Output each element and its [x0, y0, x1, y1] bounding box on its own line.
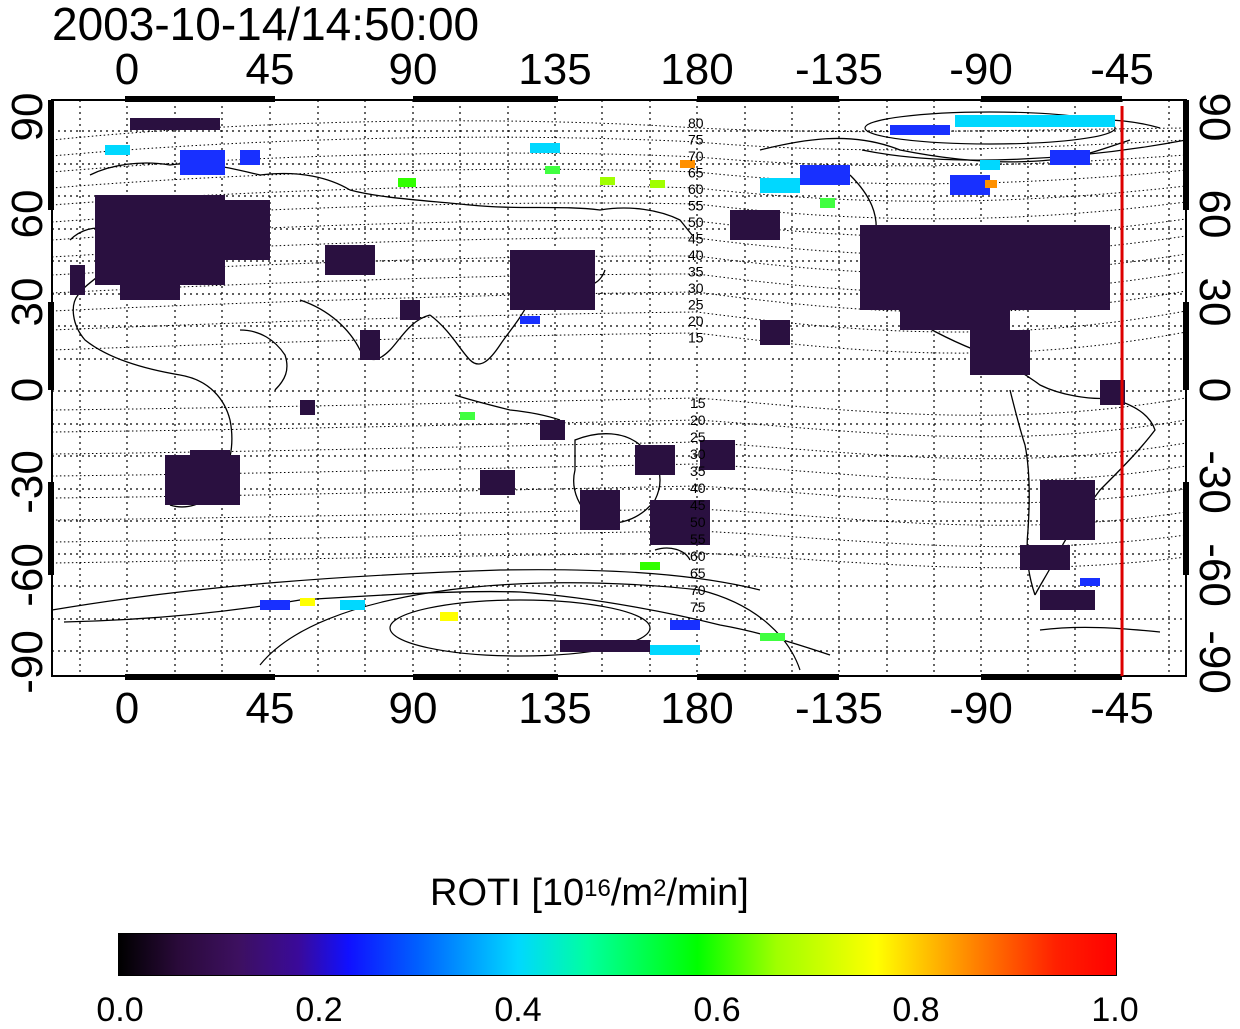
contour-label: 30 — [688, 280, 704, 296]
contour-label: 50 — [690, 514, 706, 530]
contour-label: 70 — [688, 148, 704, 164]
bottom-lon-tick: -135 — [794, 684, 884, 733]
contour-label: 15 — [690, 395, 706, 411]
contour-label: 15 — [688, 330, 704, 346]
bottom-lon-tick: -90 — [949, 684, 1013, 733]
map-frame — [51, 99, 1187, 677]
roti-medium-cells — [180, 125, 1100, 630]
contour-label: 30 — [690, 446, 706, 462]
bottom-lon-tick: 180 — [660, 684, 734, 733]
top-lon-tick: 90 — [388, 45, 438, 94]
contour-label: 20 — [690, 412, 706, 428]
top-lon-tick: 45 — [245, 45, 295, 94]
colorbar-tick: 0.2 — [295, 991, 343, 1029]
top-lon-tick: -90 — [949, 45, 1013, 94]
colorbar-tick: 0.4 — [494, 991, 542, 1029]
top-lon-tick: 135 — [518, 45, 592, 94]
contour-label: 60 — [690, 548, 706, 564]
contour-label: 20 — [688, 313, 704, 329]
contour-label: 25 — [690, 429, 706, 445]
timestamp-title: 2003-10-14/14:50:00 — [52, 0, 480, 50]
roti-very-high-cells — [300, 160, 997, 641]
contour-label: 65 — [690, 565, 706, 581]
contour-label: 45 — [690, 497, 706, 513]
auroral-contours — [51, 111, 1187, 671]
contour-label: 35 — [690, 463, 706, 479]
contour-label: 75 — [690, 599, 706, 615]
colorbar-tick: 0.6 — [693, 991, 741, 1029]
top-lon-tick: 0 — [114, 45, 140, 94]
colorbar-tick: 0.0 — [96, 991, 144, 1029]
roti-low-cells — [70, 118, 1125, 652]
contour-label: 55 — [688, 198, 704, 214]
bottom-lon-tick: 135 — [518, 684, 592, 733]
colorbar — [118, 933, 1117, 976]
roti-high-cells — [105, 115, 1115, 655]
contour-label: 60 — [688, 181, 704, 197]
contour-label: 55 — [690, 531, 706, 547]
contour-label: 75 — [688, 132, 704, 148]
contour-label: 65 — [688, 165, 704, 181]
contour-label: 45 — [688, 231, 704, 247]
contour-label: 80 — [688, 115, 704, 131]
frame-ticks — [48, 96, 1189, 680]
bottom-lon-tick: -45 — [1090, 684, 1154, 733]
colorbar-tick: 1.0 — [1091, 991, 1139, 1029]
bottom-lon-tick: 45 — [245, 684, 295, 733]
top-lon-tick: -135 — [794, 45, 884, 94]
contour-label: 25 — [688, 297, 704, 313]
contour-label: 50 — [688, 214, 704, 230]
colorbar-title: ROTI [1016/m2/min] — [430, 872, 749, 914]
contour-label: 40 — [690, 480, 706, 496]
colorbar-tick: 0.8 — [892, 991, 940, 1029]
bottom-lon-tick: 0 — [114, 684, 140, 733]
top-lon-tick: 180 — [660, 45, 734, 94]
contour-label: 70 — [690, 582, 706, 598]
contour-label: 35 — [688, 264, 704, 280]
top-lon-tick: -45 — [1090, 45, 1154, 94]
bottom-lon-tick: 90 — [388, 684, 438, 733]
contour-label: 40 — [688, 247, 704, 263]
